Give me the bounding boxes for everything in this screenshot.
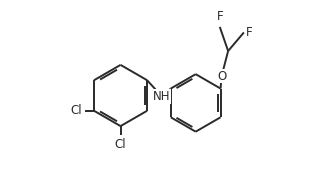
- Text: NH: NH: [153, 90, 171, 103]
- Text: Cl: Cl: [115, 138, 126, 151]
- Text: O: O: [217, 70, 226, 83]
- Text: F: F: [216, 10, 223, 23]
- Text: F: F: [246, 26, 252, 39]
- Text: Cl: Cl: [70, 104, 82, 117]
